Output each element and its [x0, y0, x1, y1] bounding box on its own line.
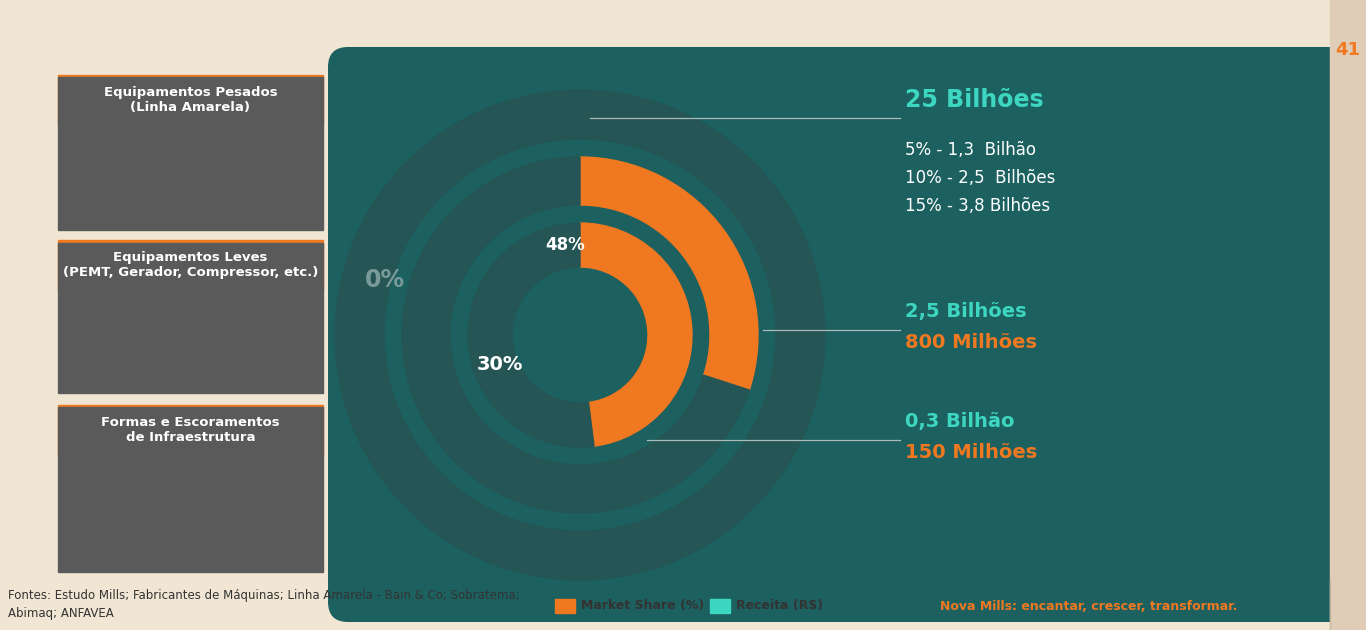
Wedge shape [581, 157, 758, 390]
Bar [57, 240, 322, 290]
Text: 150 Milhões: 150 Milhões [906, 442, 1037, 462]
Text: Equipamentos Pesados
(Linha Amarela): Equipamentos Pesados (Linha Amarela) [104, 86, 277, 114]
Bar [57, 75, 322, 125]
Wedge shape [581, 223, 693, 446]
Bar [710, 599, 729, 613]
Text: 25 Bilhões: 25 Bilhões [906, 88, 1044, 112]
Text: 0,3 Bilhão: 0,3 Bilhão [906, 413, 1015, 432]
Text: 5% - 1,3  Bilhão
10% - 2,5  Bilhões
15% - 3,8 Bilhões: 5% - 1,3 Bilhão 10% - 2,5 Bilhões 15% - … [906, 141, 1056, 215]
Text: Receita (R$): Receita (R$) [736, 600, 822, 612]
Bar [57, 407, 322, 572]
Text: 0%: 0% [365, 268, 406, 292]
Text: 800 Milhões: 800 Milhões [906, 333, 1037, 352]
Bar [57, 405, 322, 455]
Text: Fontes: Estudo Mills; Fabricantes de Máquinas; Linha Amarela - Bain & Co; Sobrat: Fontes: Estudo Mills; Fabricantes de Máq… [8, 590, 519, 621]
Text: Nova Mills: encantar, crescer, transformar.: Nova Mills: encantar, crescer, transform… [940, 600, 1238, 612]
FancyBboxPatch shape [328, 47, 1358, 622]
Text: 48%: 48% [545, 236, 585, 254]
Text: Equipamentos Leves
(PEMT, Gerador, Compressor, etc.): Equipamentos Leves (PEMT, Gerador, Compr… [63, 251, 318, 279]
Wedge shape [402, 157, 750, 513]
Text: Formas e Escoramentos
de Infraestrutura: Formas e Escoramentos de Infraestrutura [101, 416, 280, 444]
Wedge shape [469, 223, 594, 447]
Text: 2,5 Bilhões: 2,5 Bilhões [906, 302, 1027, 321]
Text: Market Share (%): Market Share (%) [581, 600, 705, 612]
Bar [1330, 0, 1366, 630]
Bar [57, 243, 322, 393]
Bar [555, 599, 575, 613]
Wedge shape [335, 90, 825, 580]
Bar [57, 77, 322, 230]
Text: 30%: 30% [477, 355, 523, 374]
Text: 41: 41 [1336, 41, 1361, 59]
